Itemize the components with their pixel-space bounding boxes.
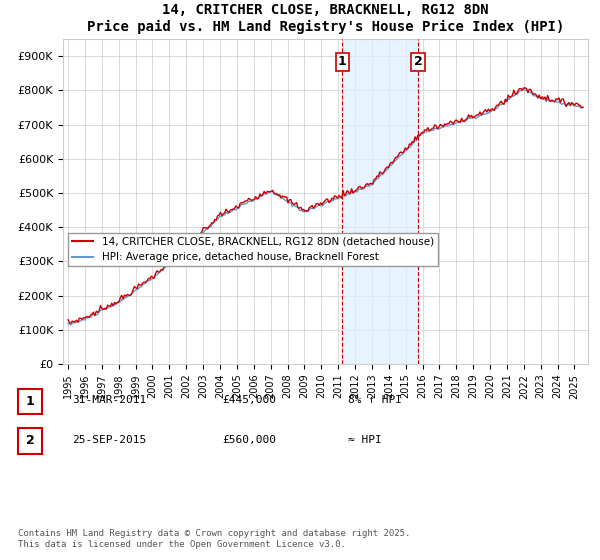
Text: 2: 2 [26,435,34,447]
Text: 25-SEP-2015: 25-SEP-2015 [72,435,146,445]
Text: £560,000: £560,000 [222,435,276,445]
Title: 14, CRITCHER CLOSE, BRACKNELL, RG12 8DN
Price paid vs. HM Land Registry's House : 14, CRITCHER CLOSE, BRACKNELL, RG12 8DN … [87,3,564,34]
Text: 1: 1 [26,395,34,408]
Legend: 14, CRITCHER CLOSE, BRACKNELL, RG12 8DN (detached house), HPI: Average price, de: 14, CRITCHER CLOSE, BRACKNELL, RG12 8DN … [68,233,438,267]
Text: 2: 2 [413,55,422,68]
Text: 31-MAR-2011: 31-MAR-2011 [72,395,146,405]
Text: ≈ HPI: ≈ HPI [348,435,382,445]
Text: £445,000: £445,000 [222,395,276,405]
Text: 1: 1 [338,55,347,68]
Text: 8% ↑ HPI: 8% ↑ HPI [348,395,402,405]
Text: Contains HM Land Registry data © Crown copyright and database right 2025.
This d: Contains HM Land Registry data © Crown c… [18,529,410,549]
